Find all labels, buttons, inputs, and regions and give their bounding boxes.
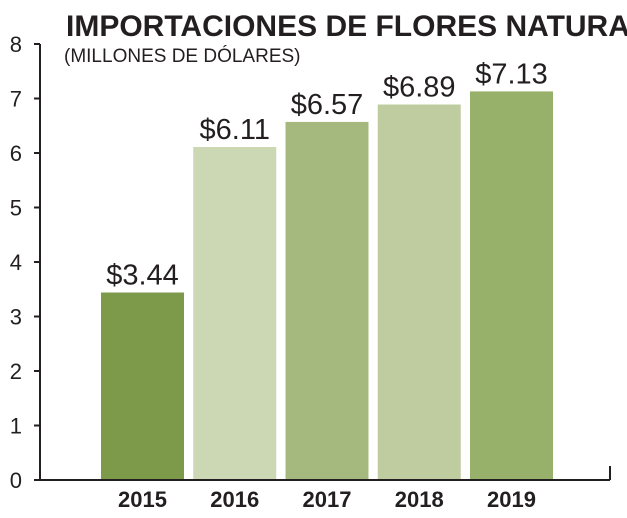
bar-2016 (193, 147, 277, 480)
y-tick-1: 1 (10, 414, 22, 439)
y-tick-6: 6 (10, 141, 22, 166)
y-tick-4: 4 (10, 250, 22, 275)
data-label-2017: $6.57 (291, 89, 364, 121)
chart-subtitle: (MILLONES DE DÓLARES) (64, 45, 301, 67)
x-tick-2017: 2017 (303, 487, 352, 512)
x-tick-2019: 2019 (487, 487, 536, 512)
bar-2018 (377, 104, 461, 481)
data-label-2016: $6.11 (200, 114, 270, 146)
y-tick-2: 2 (10, 359, 22, 384)
y-tick-0: 0 (10, 468, 22, 493)
bars-layer (101, 91, 553, 481)
data-labels-layer: $3.44 $6.11 $6.57 $6.89 $7.13 (106, 58, 548, 291)
x-tick-2016: 2016 (210, 487, 259, 512)
y-tick-3: 3 (10, 305, 22, 330)
data-label-2018: $6.89 (383, 71, 456, 103)
y-tick-8: 8 (10, 32, 22, 57)
bar-2015 (101, 292, 184, 480)
y-tick-5: 5 (10, 196, 22, 221)
chart-title: IMPORTACIONES DE FLORES NATURALES (66, 10, 627, 43)
data-label-2019: $7.13 (475, 58, 548, 90)
x-tick-2018: 2018 (395, 487, 444, 512)
bar-2017 (285, 121, 369, 480)
bar-2019 (470, 91, 553, 480)
x-tick-2015: 2015 (118, 487, 167, 512)
x-axis-ticks: 2015 2016 2017 2018 2019 (118, 487, 536, 512)
y-tick-7: 7 (10, 87, 22, 112)
data-label-2015: $3.44 (106, 260, 179, 292)
y-axis-ticks: 0 1 2 3 4 5 6 7 8 (10, 32, 40, 493)
